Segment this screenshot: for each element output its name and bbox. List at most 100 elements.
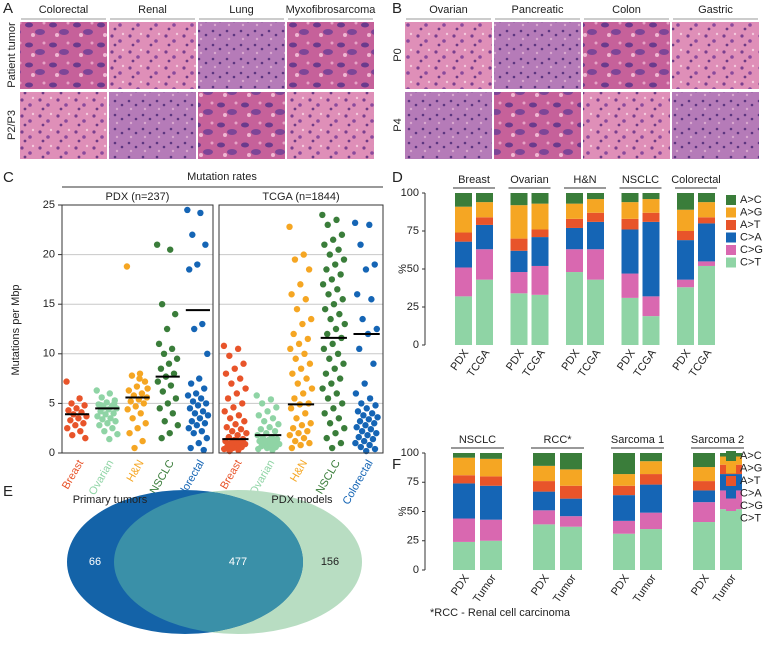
data-point — [333, 390, 340, 397]
data-point — [321, 305, 329, 313]
data-point — [185, 425, 192, 432]
y-tick-label: 25 — [407, 301, 419, 313]
y-tick-label: 25 — [407, 535, 419, 547]
data-point — [360, 437, 368, 445]
column-header: Colon — [612, 4, 641, 16]
data-point — [188, 418, 196, 425]
bar-segment — [693, 522, 715, 570]
data-point — [355, 433, 362, 441]
data-point — [187, 444, 194, 452]
data-point — [253, 392, 260, 399]
data-point — [258, 400, 266, 407]
data-point — [169, 410, 177, 417]
data-point — [191, 410, 199, 417]
bar-segment — [642, 212, 660, 222]
data-point — [339, 296, 346, 303]
data-point — [334, 286, 341, 293]
data-point — [235, 446, 242, 454]
data-point — [307, 420, 314, 427]
data-point — [172, 395, 180, 402]
bar-segment — [531, 229, 549, 238]
data-point — [220, 445, 228, 453]
bar-segment — [510, 238, 528, 251]
data-point — [374, 414, 381, 421]
data-point — [290, 330, 297, 338]
bar-segment — [698, 265, 715, 345]
data-point — [200, 446, 207, 454]
bar-segment — [566, 203, 583, 219]
set-label: Primary tumors — [73, 494, 148, 506]
bar-segment — [693, 453, 715, 468]
data-point — [73, 405, 80, 412]
data-point — [297, 281, 304, 288]
data-point — [354, 408, 362, 415]
data-point — [166, 429, 173, 437]
column-header: Gastric — [698, 4, 733, 16]
column-header: Colorectal — [39, 4, 89, 16]
data-point — [341, 320, 348, 328]
data-point — [77, 427, 84, 435]
data-point — [256, 437, 263, 445]
data-point — [243, 429, 250, 437]
data-point — [322, 370, 330, 377]
data-point — [358, 400, 365, 407]
bar-segment — [476, 279, 493, 345]
data-point — [257, 425, 265, 433]
chart-title: Mutation rates — [187, 171, 257, 183]
bar-segment — [531, 203, 549, 230]
data-point — [356, 345, 363, 353]
bar-segment — [510, 205, 528, 239]
data-point — [170, 370, 178, 377]
data-point — [72, 422, 79, 429]
histology-image — [672, 22, 759, 89]
data-point — [333, 216, 340, 224]
histology-image — [287, 22, 374, 89]
y-tick-label: 15 — [43, 298, 55, 310]
legend-swatch — [726, 257, 736, 268]
data-point — [328, 276, 336, 283]
data-point — [81, 402, 88, 409]
data-point — [337, 439, 345, 447]
data-point — [332, 325, 340, 333]
data-point — [153, 241, 161, 248]
group-label: NSCLC — [459, 434, 496, 446]
data-point — [266, 424, 273, 431]
set-count: 156 — [321, 556, 339, 568]
data-point — [361, 380, 368, 387]
data-point — [101, 427, 108, 435]
data-point — [234, 431, 241, 439]
data-point — [128, 372, 136, 379]
x-tick-label: Colorectal — [341, 458, 376, 507]
bar-segment — [533, 465, 555, 482]
data-point — [236, 375, 244, 382]
data-point — [189, 398, 197, 405]
bar-segment — [480, 453, 502, 459]
data-point — [102, 411, 109, 418]
data-point — [321, 410, 328, 417]
legend-swatch — [726, 207, 736, 218]
x-tick-label: Tumor — [551, 572, 579, 605]
data-point — [99, 416, 106, 423]
data-point — [264, 408, 271, 415]
data-point — [160, 350, 168, 357]
data-point — [326, 355, 333, 362]
data-point — [139, 437, 146, 445]
data-point — [64, 425, 71, 432]
subplot-title: PDX (n=237) — [106, 191, 170, 203]
data-point — [255, 445, 262, 453]
legend-swatch — [726, 245, 736, 255]
bar-segment — [476, 193, 493, 203]
set-label: PDX models — [271, 494, 333, 506]
data-point — [271, 427, 279, 435]
data-point — [221, 408, 228, 415]
data-point — [235, 412, 243, 419]
data-point — [326, 420, 334, 427]
group-label: RCC* — [543, 434, 572, 446]
legend-label: A>G — [740, 206, 762, 218]
data-point — [191, 325, 198, 333]
data-point — [371, 261, 378, 268]
bar-segment — [613, 453, 635, 475]
data-point — [98, 394, 105, 401]
bar-segment — [566, 249, 583, 273]
